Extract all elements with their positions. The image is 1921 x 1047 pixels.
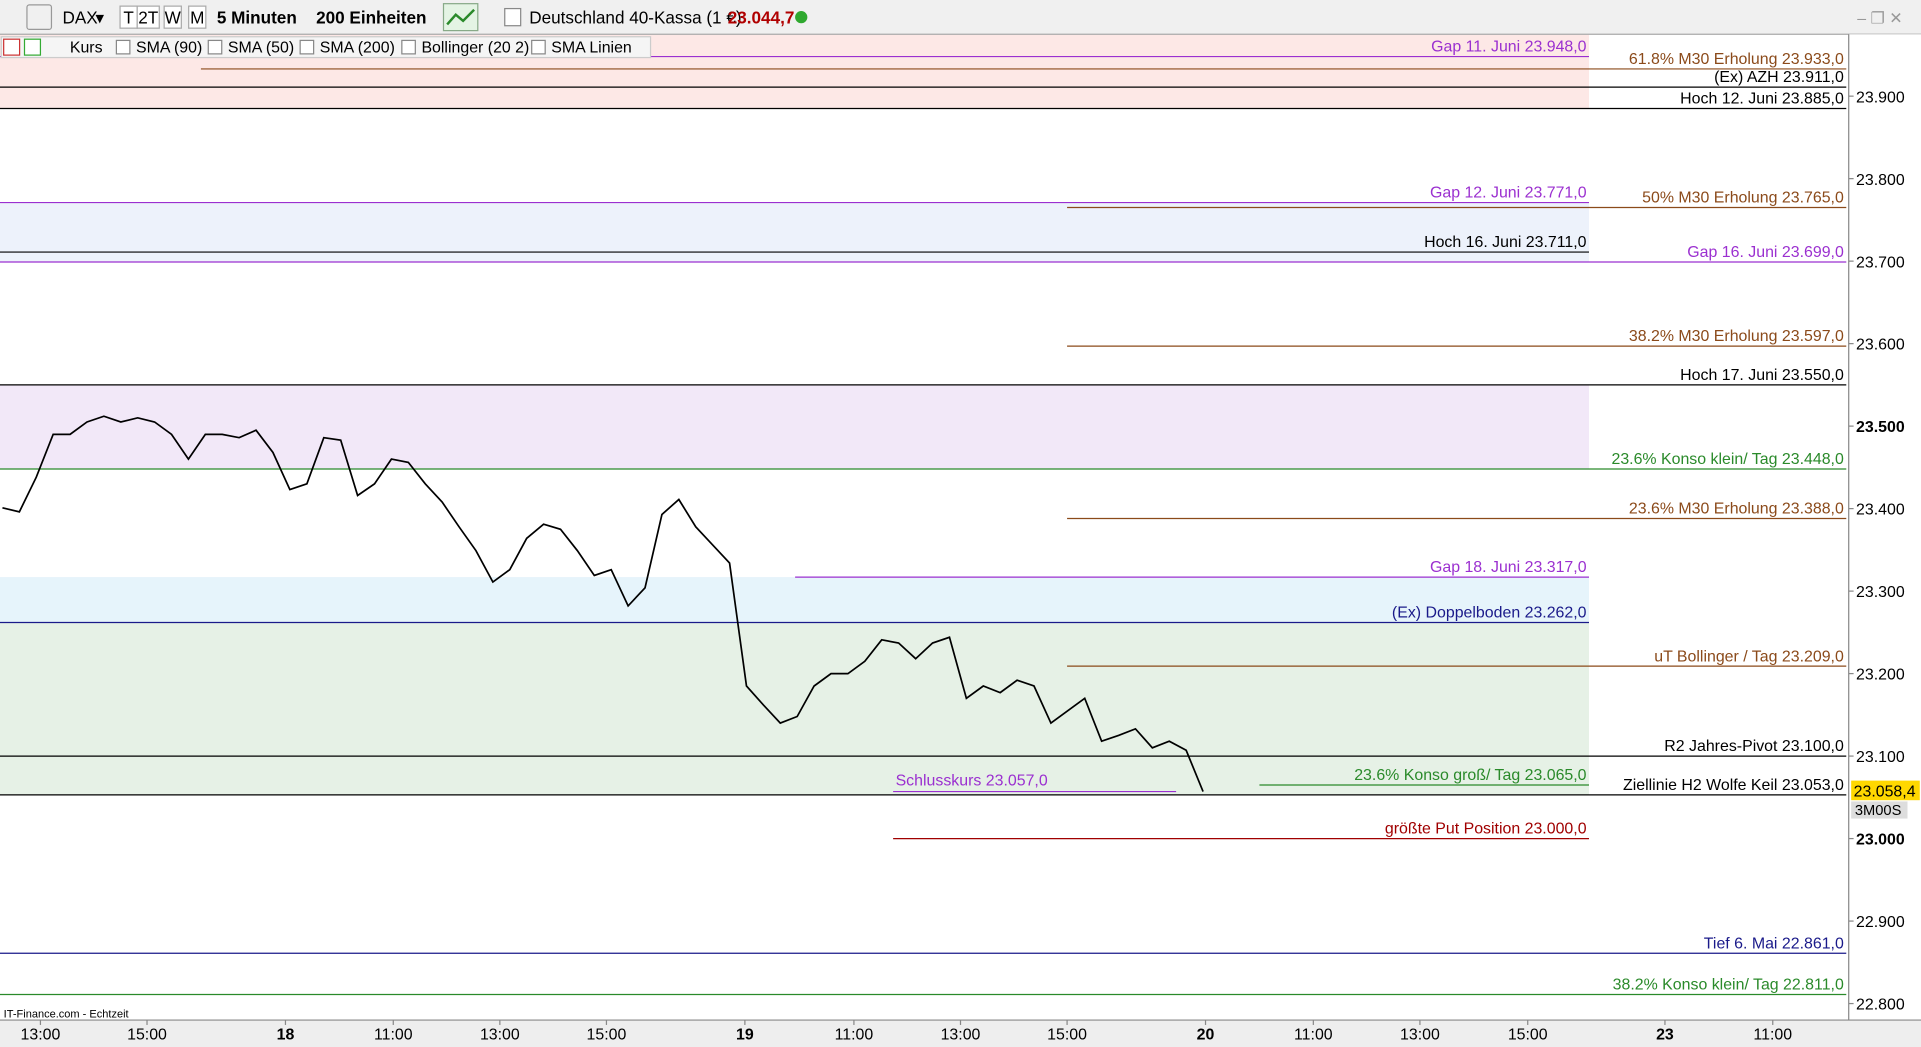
checkbox[interactable] bbox=[531, 39, 546, 55]
level-label: (Ex) Doppelboden 23.262,0 bbox=[1392, 605, 1587, 622]
period-button[interactable] bbox=[163, 5, 182, 29]
indicator-label[interactable]: SMA (90) bbox=[136, 40, 202, 57]
level-label: 23.6% Konso groß/ Tag 23.065,0 bbox=[1354, 767, 1586, 784]
period-button[interactable] bbox=[136, 5, 160, 29]
x-tick-label: 13:00 bbox=[480, 1027, 520, 1044]
x-tick-label: 20 bbox=[1197, 1027, 1215, 1044]
x-tick-label: 11:00 bbox=[835, 1027, 874, 1044]
indicator-label[interactable]: SMA (50) bbox=[228, 40, 294, 57]
level-label: Tief 6. Mai 22.861,0 bbox=[1704, 935, 1844, 952]
zone bbox=[0, 384, 1589, 470]
indicator-bar bbox=[0, 36, 652, 59]
level-label: 23.6% Konso klein/ Tag 23.448,0 bbox=[1611, 451, 1843, 468]
checkbox[interactable] bbox=[299, 39, 315, 55]
level-label: R2 Jahres-Pivot 23.100,0 bbox=[1664, 738, 1844, 755]
icon[interactable] bbox=[26, 4, 53, 31]
y-tick-label: 23.400 bbox=[1856, 502, 1905, 519]
period-label[interactable]: T bbox=[123, 7, 134, 27]
level-label: Gap 16. Juni 23.699,0 bbox=[1687, 244, 1844, 261]
units[interactable]: 200 Einheiten bbox=[316, 7, 426, 27]
y-tick-label: 23.100 bbox=[1856, 749, 1905, 766]
level-label: Hoch 17. Juni 23.550,0 bbox=[1680, 367, 1844, 384]
level-label: 50% M30 Erholung 23.765,0 bbox=[1642, 190, 1844, 207]
level-label: Gap 18. Juni 23.317,0 bbox=[1430, 559, 1587, 576]
arrow-down[interactable] bbox=[3, 38, 21, 56]
x-tick-label: 15:00 bbox=[127, 1027, 167, 1044]
x-tick-label: 11:00 bbox=[374, 1027, 413, 1044]
y-tick-label: 23.500 bbox=[1856, 419, 1905, 436]
last-price: 23.044,7 bbox=[728, 7, 795, 27]
x-tick-label: 18 bbox=[277, 1027, 295, 1044]
zone bbox=[0, 622, 1589, 795]
x-tick-label: 11:00 bbox=[1753, 1027, 1792, 1044]
price-marker-label: 23.058,4 bbox=[1854, 784, 1916, 801]
window-controls[interactable]: – ❐ ✕ bbox=[1857, 10, 1902, 27]
toolbar bbox=[0, 0, 1921, 35]
period-label[interactable]: W bbox=[165, 7, 182, 27]
level-label: 23.6% M30 Erholung 23.388,0 bbox=[1629, 501, 1844, 518]
price-line bbox=[2, 415, 1204, 792]
level-label: größte Put Position 23.000,0 bbox=[1385, 821, 1587, 838]
y-tick-label: 23.700 bbox=[1856, 254, 1905, 271]
x-tick-label: 19 bbox=[736, 1027, 754, 1044]
x-tick-label: 15:00 bbox=[1047, 1027, 1087, 1044]
indicator-label[interactable]: SMA (200) bbox=[320, 40, 395, 57]
zone bbox=[0, 577, 1589, 623]
y-tick-label: 23.200 bbox=[1856, 667, 1905, 684]
level-label: Gap 11. Juni 23.948,0 bbox=[1431, 39, 1587, 56]
level-label: uT Bollinger / Tag 23.209,0 bbox=[1654, 648, 1844, 665]
level-label: 61.8% M30 Erholung 23.933,0 bbox=[1629, 51, 1844, 68]
level-label: Hoch 16. Juni 23.711,0 bbox=[1424, 234, 1587, 251]
y-tick-label: 23.600 bbox=[1856, 337, 1905, 354]
status-dot bbox=[795, 11, 808, 24]
price-marker bbox=[1851, 780, 1920, 801]
instrument: Deutschland 40-Kassa (1 €) bbox=[529, 7, 741, 27]
y-tick-label: 22.900 bbox=[1856, 914, 1905, 931]
caret: ▾ bbox=[96, 7, 105, 27]
level-label: (Ex) AZH 23.911,0 bbox=[1714, 69, 1844, 86]
x-tick-label: 15:00 bbox=[587, 1027, 627, 1044]
chart-type-button[interactable] bbox=[442, 3, 479, 32]
x-tick-label: 13:00 bbox=[941, 1027, 981, 1044]
y-tick-label: 23.900 bbox=[1856, 89, 1905, 106]
interval[interactable]: 5 Minuten bbox=[217, 7, 297, 27]
zone bbox=[0, 202, 1589, 262]
source: IT-Finance.com - Echtzeit bbox=[4, 1009, 129, 1021]
x-tick-label: 23 bbox=[1656, 1027, 1674, 1044]
symbol[interactable]: DAX bbox=[62, 7, 98, 27]
y-tick-label: 23.800 bbox=[1856, 172, 1905, 189]
y-tick-label: 23.300 bbox=[1856, 584, 1905, 601]
period-button[interactable] bbox=[188, 5, 207, 29]
info-icon[interactable] bbox=[504, 7, 522, 27]
timer-box bbox=[1851, 801, 1908, 819]
level-label: Gap 12. Juni 23.771,0 bbox=[1430, 185, 1587, 202]
level-label: 38.2% Konso klein/ Tag 22.811,0 bbox=[1613, 977, 1844, 994]
checkbox[interactable] bbox=[207, 39, 223, 55]
indicator-label[interactable]: SMA Linien bbox=[551, 40, 631, 57]
x-tick-label: 13:00 bbox=[1400, 1027, 1440, 1044]
x-tick-label: 11:00 bbox=[1294, 1027, 1333, 1044]
indicator-label[interactable]: Bollinger (20 2) bbox=[421, 40, 529, 57]
level-label: 38.2% M30 Erholung 23.597,0 bbox=[1629, 328, 1844, 345]
indicator-label[interactable]: Kurs bbox=[70, 40, 103, 57]
level-label: Hoch 12. Juni 23.885,0 bbox=[1680, 91, 1844, 108]
level-label: Ziellinie H2 Wolfe Keil 23.053,0 bbox=[1623, 777, 1844, 794]
arrow-up[interactable] bbox=[23, 38, 42, 56]
period-label[interactable]: M bbox=[190, 7, 204, 27]
level-label: Schlusskurs 23.057,0 bbox=[896, 772, 1048, 789]
checkbox[interactable] bbox=[401, 39, 416, 55]
y-tick-label: 22.800 bbox=[1856, 997, 1905, 1014]
x-tick-label: 15:00 bbox=[1508, 1027, 1548, 1044]
timer: 3M00S bbox=[1855, 803, 1902, 819]
y-tick-label: 23.000 bbox=[1856, 832, 1905, 849]
x-tick-label: 13:00 bbox=[21, 1027, 61, 1044]
checkbox[interactable] bbox=[115, 39, 131, 55]
period-label[interactable]: 2T bbox=[138, 7, 159, 27]
y-axis-area bbox=[1848, 34, 1921, 1021]
